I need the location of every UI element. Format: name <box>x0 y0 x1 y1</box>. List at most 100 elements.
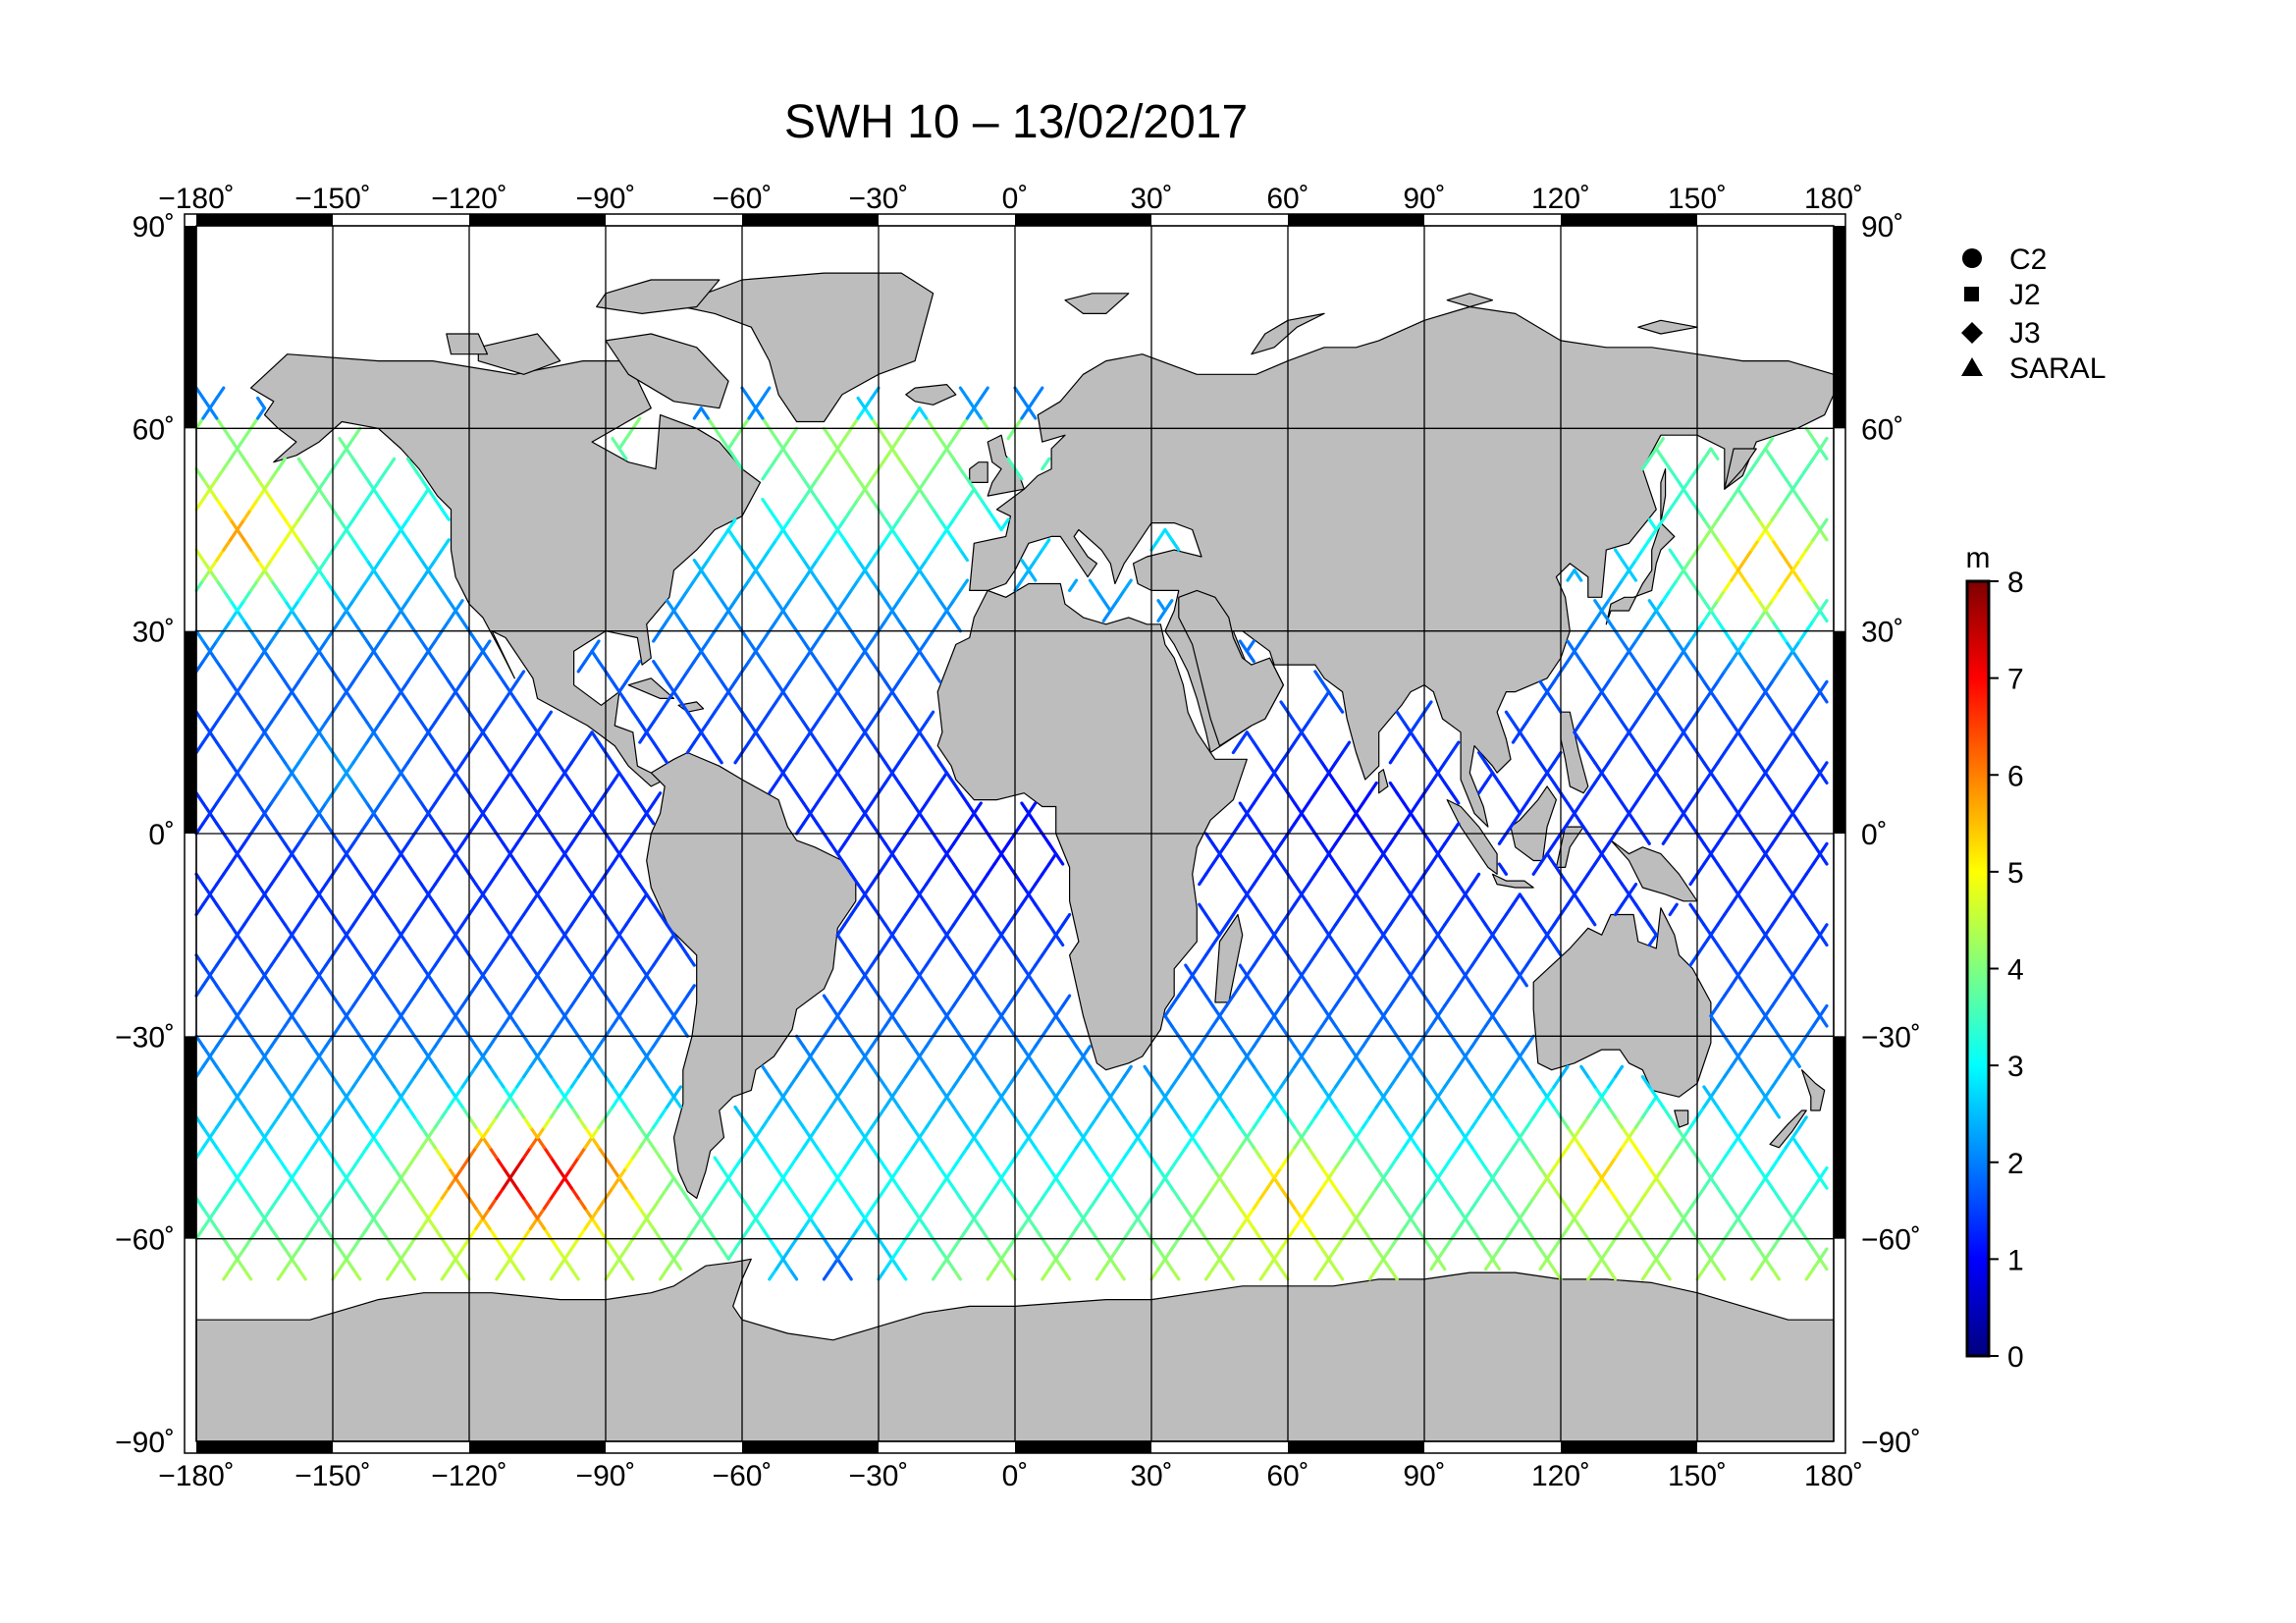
altimeter-track-segment <box>1716 912 1727 927</box>
altimeter-track-segment <box>447 1165 457 1180</box>
altimeter-track-segment <box>713 1186 723 1201</box>
altimeter-track-segment <box>951 912 963 927</box>
altimeter-track-segment <box>1531 943 1542 957</box>
altimeter-track-segment <box>358 659 369 674</box>
altimeter-track-segment <box>1074 1055 1086 1068</box>
altimeter-track-segment <box>1436 923 1447 937</box>
altimeter-track-segment <box>1716 1267 1727 1281</box>
altimeter-track-segment <box>590 973 601 988</box>
altimeter-track-segment <box>890 1257 901 1271</box>
altimeter-track-segment <box>849 953 860 967</box>
altimeter-track-segment <box>604 1074 614 1089</box>
altimeter-track-segment <box>597 902 608 917</box>
altimeter-track-segment <box>652 1226 663 1241</box>
altimeter-track-segment <box>1797 578 1808 593</box>
altimeter-track-segment <box>351 1105 362 1119</box>
altimeter-track-segment <box>1668 498 1679 512</box>
altimeter-track-segment <box>269 578 280 593</box>
altimeter-track-segment <box>1600 841 1611 856</box>
altimeter-track-segment <box>1027 1055 1038 1068</box>
altimeter-track-segment <box>331 994 342 1008</box>
altimeter-track-segment <box>925 498 935 512</box>
altimeter-track-segment <box>747 639 758 653</box>
altimeter-track-segment <box>1661 1267 1672 1281</box>
altimeter-track-segment <box>1224 994 1236 1008</box>
altimeter-track-segment <box>303 659 314 674</box>
altimeter-track-segment <box>979 984 989 998</box>
altimeter-track-segment <box>1573 801 1583 816</box>
altimeter-track-segment <box>1047 1095 1058 1109</box>
altimeter-track-segment <box>1749 1156 1761 1170</box>
altimeter-track-segment <box>1654 1165 1665 1180</box>
altimeter-track-segment <box>1388 1237 1399 1251</box>
altimeter-track-segment <box>1559 1115 1570 1129</box>
altimeter-track-segment <box>1742 578 1754 593</box>
altimeter-track-segment <box>1742 902 1754 917</box>
altimeter-track-segment <box>1224 1105 1236 1119</box>
altimeter-track-segment <box>925 710 935 725</box>
altimeter-track-segment <box>1388 862 1399 876</box>
altimeter-track-segment <box>925 1226 935 1241</box>
lat-tick-right: −90˚ <box>1861 1427 1921 1459</box>
altimeter-track-segment <box>1286 902 1297 917</box>
altimeter-track-segment <box>1640 1156 1651 1170</box>
altimeter-track-segment <box>877 426 887 441</box>
altimeter-track-segment <box>1313 1237 1324 1251</box>
altimeter-track-segment <box>1320 1095 1331 1109</box>
altimeter-track-segment <box>1163 1095 1174 1109</box>
altimeter-track-segment <box>1756 527 1768 542</box>
altimeter-track-segment <box>877 832 887 845</box>
altimeter-track-segment <box>433 710 444 725</box>
altimeter-track-segment <box>324 902 335 917</box>
altimeter-track-segment <box>1265 1095 1276 1109</box>
altimeter-track-segment <box>393 1165 403 1180</box>
altimeter-track-segment <box>1088 578 1099 593</box>
altimeter-track-segment <box>1777 1064 1788 1079</box>
altimeter-track-segment <box>1613 659 1625 674</box>
altimeter-track-segment <box>1395 1226 1406 1241</box>
altimeter-track-segment <box>222 832 233 845</box>
altimeter-track-segment <box>576 791 587 805</box>
altimeter-track-segment <box>604 994 614 1008</box>
altimeter-track-segment <box>1723 902 1734 917</box>
altimeter-track-segment <box>979 1034 989 1049</box>
altimeter-track-segment <box>296 1186 307 1201</box>
altimeter-track-segment <box>229 841 240 856</box>
altimeter-track-segment <box>624 781 635 795</box>
altimeter-track-segment <box>665 679 676 694</box>
altimeter-track-segment <box>1074 1135 1086 1150</box>
altimeter-track-segment <box>1184 1207 1195 1220</box>
altimeter-track-segment <box>1300 1135 1310 1150</box>
altimeter-track-segment <box>1034 1146 1044 1160</box>
altimeter-track-segment <box>242 832 253 845</box>
altimeter-track-segment <box>1742 822 1754 836</box>
altimeter-track-segment <box>1723 1196 1734 1211</box>
altimeter-track-segment <box>1388 1024 1399 1038</box>
altimeter-track-segment <box>1265 1247 1276 1261</box>
altimeter-track-segment <box>562 923 573 937</box>
altimeter-track-segment <box>951 943 963 957</box>
altimeter-track-segment <box>842 862 853 876</box>
altimeter-track-segment <box>931 670 942 683</box>
altimeter-track-segment <box>658 670 669 683</box>
altimeter-track-segment <box>1300 893 1310 906</box>
altimeter-track-segment <box>918 801 929 816</box>
altimeter-track-segment <box>1730 720 1740 734</box>
altimeter-track-segment <box>787 588 799 603</box>
altimeter-track-segment <box>1613 822 1625 836</box>
altimeter-track-segment <box>801 1125 813 1140</box>
altimeter-track-segment <box>236 689 246 704</box>
altimeter-track-segment <box>883 1257 894 1271</box>
altimeter-track-segment <box>754 639 765 653</box>
altimeter-track-segment <box>1156 1176 1167 1190</box>
altimeter-track-segment <box>904 953 915 967</box>
altimeter-track-segment <box>290 1003 300 1018</box>
altimeter-track-segment <box>1675 639 1685 653</box>
altimeter-track-segment <box>1620 893 1631 906</box>
altimeter-track-segment <box>1367 1074 1378 1089</box>
altimeter-track-segment <box>194 1034 205 1049</box>
altimeter-track-segment <box>720 1247 730 1261</box>
altimeter-track-segment <box>1702 689 1713 704</box>
altimeter-track-segment <box>521 1146 533 1160</box>
altimeter-track-segment <box>324 1064 335 1079</box>
